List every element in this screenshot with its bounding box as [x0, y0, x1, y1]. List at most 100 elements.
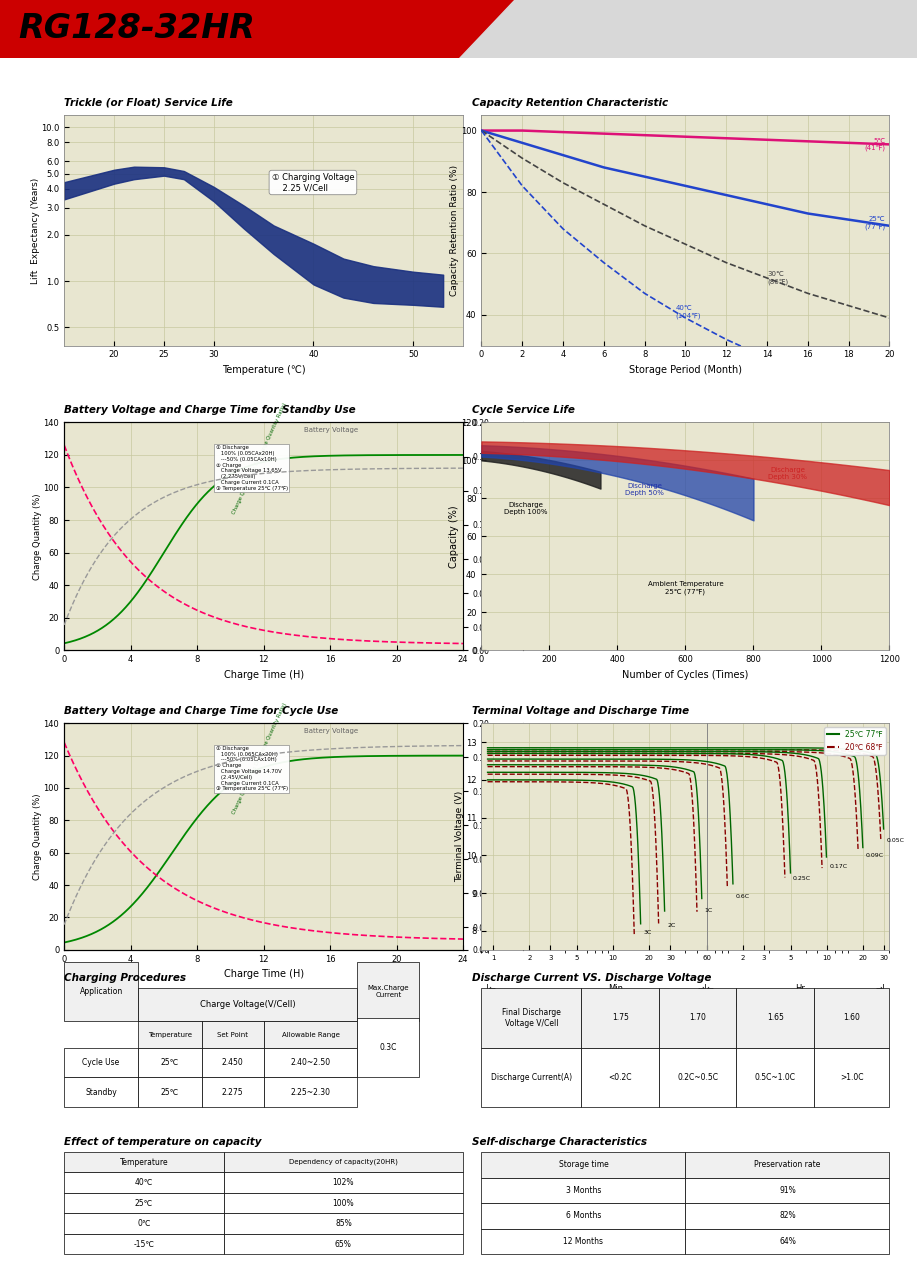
Bar: [814, 988, 889, 1047]
Bar: [736, 1047, 814, 1107]
Text: Hr: Hr: [795, 984, 804, 993]
Bar: [64, 1172, 224, 1193]
Bar: [686, 1152, 889, 1178]
Text: 25℃: 25℃: [160, 1088, 179, 1097]
Text: 3 Months: 3 Months: [566, 1185, 602, 1196]
Text: 40℃: 40℃: [135, 1178, 153, 1188]
Y-axis label: Terminal Voltage (V): Terminal Voltage (V): [456, 791, 465, 882]
Text: Discharge
Depth 100%: Discharge Depth 100%: [503, 502, 547, 515]
Text: 0.6C: 0.6C: [735, 895, 750, 900]
Text: Battery Voltage and Charge Time for Standby Use: Battery Voltage and Charge Time for Stan…: [64, 404, 356, 415]
Text: >1.0C: >1.0C: [840, 1073, 864, 1082]
Bar: [264, 1021, 358, 1047]
Bar: [481, 988, 581, 1047]
Bar: [224, 1234, 463, 1254]
Text: Discharge Time (Min): Discharge Time (Min): [634, 1000, 737, 1010]
Bar: [64, 963, 138, 1021]
Text: 0.5C~1.0C: 0.5C~1.0C: [755, 1073, 796, 1082]
Text: Cycle Use: Cycle Use: [83, 1059, 120, 1068]
Text: Temperature: Temperature: [119, 1157, 169, 1167]
Text: Set Point: Set Point: [217, 1032, 249, 1038]
Text: 2.25~2.30: 2.25~2.30: [291, 1088, 330, 1097]
Text: Allowable Range: Allowable Range: [282, 1032, 339, 1038]
Text: 25℃: 25℃: [135, 1198, 153, 1208]
Text: RG128-32HR: RG128-32HR: [18, 13, 255, 45]
Bar: [224, 1172, 463, 1193]
Text: 1.75: 1.75: [612, 1014, 629, 1023]
Text: 2.275: 2.275: [222, 1088, 244, 1097]
Bar: [581, 1047, 659, 1107]
X-axis label: Charge Time (H): Charge Time (H): [224, 969, 304, 979]
Bar: [138, 1078, 202, 1107]
Bar: [138, 1047, 202, 1078]
Text: Discharge Current VS. Discharge Voltage: Discharge Current VS. Discharge Voltage: [472, 973, 712, 983]
Text: Trickle (or Float) Service Life: Trickle (or Float) Service Life: [64, 97, 233, 108]
Text: Discharge
Depth 50%: Discharge Depth 50%: [625, 483, 664, 495]
X-axis label: Charge Time (H): Charge Time (H): [224, 669, 304, 680]
Text: 0.05C: 0.05C: [887, 837, 904, 842]
Text: 1.70: 1.70: [690, 1014, 706, 1023]
Text: Min: Min: [609, 984, 624, 993]
Bar: [659, 988, 736, 1047]
Text: 82%: 82%: [779, 1211, 796, 1221]
Text: Preservation rate: Preservation rate: [755, 1160, 821, 1170]
Text: 2.450: 2.450: [222, 1059, 244, 1068]
Bar: [358, 1018, 419, 1078]
Text: Self-discharge Characteristics: Self-discharge Characteristics: [472, 1137, 647, 1147]
Bar: [481, 1047, 581, 1107]
Text: 12 Months: 12 Months: [563, 1236, 603, 1247]
Text: ① Discharge
   100% (0.05CAx20H)
   ---50% (0.05CAx10H)
② Charge
   Charge Volta: ① Discharge 100% (0.05CAx20H) ---50% (0.…: [215, 445, 288, 490]
Y-axis label: Capacity (%): Capacity (%): [449, 506, 459, 567]
Text: Terminal Voltage and Discharge Time: Terminal Voltage and Discharge Time: [472, 705, 690, 716]
Y-axis label: Battery Voltage (V)/Per Cell: Battery Voltage (V)/Per Cell: [546, 494, 550, 579]
Bar: [358, 963, 419, 1021]
Bar: [686, 1229, 889, 1254]
Bar: [481, 1229, 686, 1254]
Text: Temperature: Temperature: [148, 1032, 192, 1038]
Text: 1C: 1C: [704, 908, 713, 913]
Bar: [64, 1078, 138, 1107]
Text: Max.Charge
Current: Max.Charge Current: [368, 986, 409, 998]
Text: ① Charging Voltage
    2.25 V/Cell: ① Charging Voltage 2.25 V/Cell: [271, 173, 354, 192]
Text: Charge Quantity (to Discharge Quantity Ratio): Charge Quantity (to Discharge Quantity R…: [232, 701, 288, 815]
Text: |←: |←: [485, 984, 495, 993]
Text: -15℃: -15℃: [134, 1239, 154, 1249]
Bar: [581, 988, 659, 1047]
Y-axis label: Capacity Retention Ratio (%): Capacity Retention Ratio (%): [450, 165, 459, 296]
Y-axis label: Lift  Expectancy (Years): Lift Expectancy (Years): [30, 177, 39, 284]
Text: 1.65: 1.65: [767, 1014, 784, 1023]
Text: Battery Voltage: Battery Voltage: [304, 428, 358, 433]
Text: 65%: 65%: [335, 1239, 352, 1249]
Text: Ambient Temperature
25℃ (77℉): Ambient Temperature 25℃ (77℉): [647, 581, 724, 595]
Text: Cycle Service Life: Cycle Service Life: [472, 404, 575, 415]
Text: Charging Procedures: Charging Procedures: [64, 973, 186, 983]
Bar: [202, 1021, 264, 1047]
Bar: [736, 988, 814, 1047]
Text: Battery Voltage and Charge Time for Cycle Use: Battery Voltage and Charge Time for Cycl…: [64, 705, 338, 716]
Text: Battery Voltage: Battery Voltage: [304, 728, 358, 733]
Text: Standby: Standby: [85, 1088, 117, 1097]
Bar: [64, 1234, 224, 1254]
Text: 5℃
(41℉): 5℃ (41℉): [865, 137, 886, 151]
Text: Capacity Retention Characteristic: Capacity Retention Characteristic: [472, 97, 668, 108]
Text: Charge Voltage(V/Cell): Charge Voltage(V/Cell): [200, 1001, 295, 1010]
Text: Effect of temperature on capacity: Effect of temperature on capacity: [64, 1137, 261, 1147]
Bar: [64, 1047, 138, 1078]
Bar: [814, 1047, 889, 1107]
Bar: [264, 1078, 358, 1107]
Bar: [686, 1178, 889, 1203]
Bar: [481, 1203, 686, 1229]
Text: 3C: 3C: [644, 931, 652, 936]
Polygon shape: [0, 0, 532, 58]
Bar: [481, 1178, 686, 1203]
Text: 0℃: 0℃: [138, 1219, 150, 1229]
Text: 30℃
(86℉): 30℃ (86℉): [768, 271, 789, 285]
Text: 6 Months: 6 Months: [566, 1211, 602, 1221]
Text: Application: Application: [80, 987, 123, 996]
Y-axis label: Charge Current (CA): Charge Current (CA): [492, 797, 500, 876]
X-axis label: Temperature (℃): Temperature (℃): [222, 365, 305, 375]
Bar: [686, 1203, 889, 1229]
Text: 100%: 100%: [333, 1198, 354, 1208]
Y-axis label: Battery Voltage (V)/Per Cell: Battery Voltage (V)/Per Cell: [546, 794, 550, 879]
Text: <0.2C: <0.2C: [608, 1073, 632, 1082]
